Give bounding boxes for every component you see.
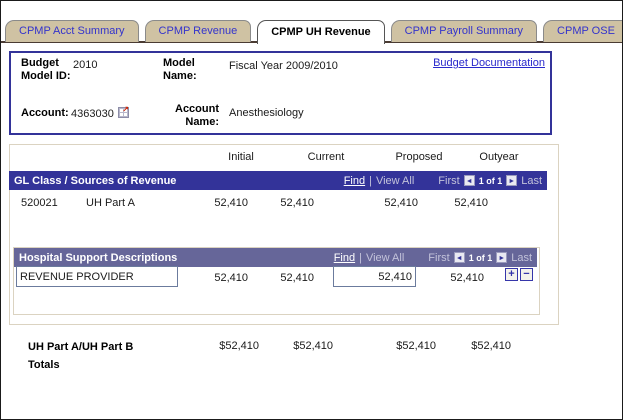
column-header-outyear: Outyear bbox=[479, 151, 519, 163]
gl-class-section-title: GL Class / Sources of Revenue bbox=[14, 174, 177, 187]
prev-page-icon[interactable]: ◄ bbox=[463, 175, 475, 186]
page-indicator: 1 of 1 bbox=[468, 252, 493, 263]
next-page-icon[interactable]: ► bbox=[506, 175, 518, 186]
proposed-amount-input[interactable] bbox=[333, 266, 416, 287]
account-name-label: Account Name: bbox=[175, 103, 219, 128]
column-header-proposed: Proposed bbox=[395, 151, 443, 163]
hospital-support-pager: Find | View All First ◄ 1 of 1 ► Last bbox=[334, 252, 532, 264]
delete-row-icon[interactable]: − bbox=[520, 268, 533, 281]
hospital-support-section-bar: Hospital Support Descriptions Find | Vie… bbox=[14, 248, 537, 267]
last-link[interactable]: Last bbox=[511, 251, 532, 264]
budget-model-id-label: Budget Model ID: bbox=[21, 57, 71, 82]
hospital-support-section-title: Hospital Support Descriptions bbox=[19, 251, 178, 264]
description-input[interactable] bbox=[16, 266, 178, 287]
account-drilldown-icon[interactable]: ↗ bbox=[118, 105, 129, 118]
pager-separator: | bbox=[369, 174, 372, 187]
account-value: 4363030 bbox=[71, 108, 114, 120]
page-indicator: 1 of 1 bbox=[478, 175, 503, 186]
account-label: Account: bbox=[21, 107, 69, 119]
totals-outyear: $52,410 bbox=[471, 340, 511, 352]
tab-cpmp-acct-summary[interactable]: CPMP Acct Summary bbox=[5, 20, 139, 42]
budget-header-box: Budget Model ID: 2010 Model Name: Fiscal… bbox=[9, 51, 552, 135]
hospital-initial-amount: 52,410 bbox=[214, 272, 248, 284]
tab-cpmp-uh-revenue[interactable]: CPMP UH Revenue bbox=[257, 20, 385, 44]
gl-class-group-box bbox=[9, 144, 559, 325]
pager-separator: | bbox=[359, 251, 362, 264]
gl-class-source: UH Part A bbox=[86, 197, 135, 209]
next-page-icon[interactable]: ► bbox=[496, 252, 508, 263]
add-row-icon[interactable]: + bbox=[505, 268, 518, 281]
totals-proposed: $52,410 bbox=[396, 340, 436, 352]
hospital-outyear-amount: 52,410 bbox=[450, 272, 484, 284]
first-link[interactable]: First bbox=[428, 251, 450, 264]
gl-class-section-bar: GL Class / Sources of Revenue Find | Vie… bbox=[9, 171, 547, 190]
budget-documentation-link[interactable]: Budget Documentation bbox=[433, 57, 545, 69]
tab-cpmp-revenue[interactable]: CPMP Revenue bbox=[144, 20, 252, 42]
view-all-link[interactable]: View All bbox=[375, 174, 415, 187]
model-name-value: Fiscal Year 2009/2010 bbox=[229, 60, 338, 72]
gl-outyear-amount: 52,410 bbox=[454, 197, 488, 209]
column-header-initial: Initial bbox=[228, 151, 254, 163]
tab-bar: CPMP Acct Summary CPMP Revenue CPMP UH R… bbox=[5, 20, 622, 44]
totals-current: $52,410 bbox=[293, 340, 333, 352]
tab-cpmp-ose[interactable]: CPMP OSE bbox=[543, 20, 622, 42]
find-link[interactable]: Find bbox=[333, 251, 356, 264]
hospital-support-group-box bbox=[13, 247, 540, 315]
gl-proposed-amount: 52,410 bbox=[384, 197, 418, 209]
gl-current-amount: 52,410 bbox=[280, 197, 314, 209]
first-link[interactable]: First bbox=[438, 174, 460, 187]
view-all-link[interactable]: View All bbox=[365, 251, 405, 264]
account-name-value: Anesthesiology bbox=[229, 107, 304, 119]
budget-model-id-value: 2010 bbox=[73, 59, 98, 71]
gl-initial-amount: 52,410 bbox=[214, 197, 248, 209]
last-link[interactable]: Last bbox=[521, 174, 542, 187]
transfer-arrow-icon: ↗ bbox=[122, 105, 129, 114]
prev-page-icon[interactable]: ◄ bbox=[453, 252, 465, 263]
column-header-current: Current bbox=[307, 151, 345, 163]
hospital-current-amount: 52,410 bbox=[280, 272, 314, 284]
totals-initial: $52,410 bbox=[219, 340, 259, 352]
model-name-label: Model Name: bbox=[163, 57, 197, 82]
tab-cpmp-payroll-summary[interactable]: CPMP Payroll Summary bbox=[390, 20, 538, 42]
totals-label: UH Part A/UH Part B Totals bbox=[28, 341, 134, 371]
find-link[interactable]: Find bbox=[343, 174, 366, 187]
gl-class-code: 520021 bbox=[21, 197, 58, 209]
gl-class-pager: Find | View All First ◄ 1 of 1 ► Last bbox=[344, 175, 542, 187]
